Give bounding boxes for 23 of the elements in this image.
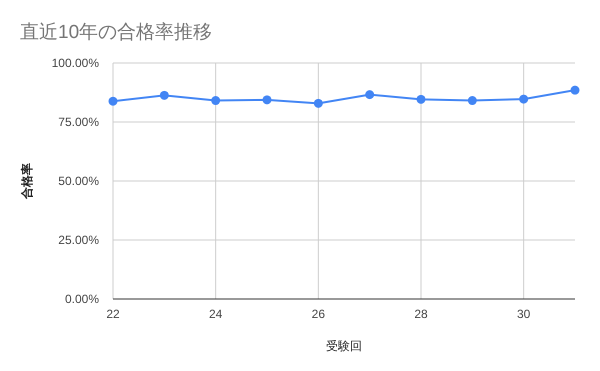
x-tick-label: 26 — [312, 307, 326, 321]
x-tick-label: 24 — [208, 307, 223, 321]
point — [108, 96, 118, 106]
x-tick-label: 22 — [106, 307, 120, 321]
y-tick-label: 50.00% — [58, 174, 100, 188]
point — [211, 96, 220, 106]
y-axis-title: 合格率 — [20, 163, 34, 200]
x-tick-label: 30 — [516, 307, 531, 321]
y-tick-label: 75.00% — [58, 115, 100, 129]
y-tick-label: 25.00% — [58, 233, 100, 247]
point — [262, 95, 272, 104]
point — [468, 96, 477, 106]
point — [519, 94, 528, 104]
point — [160, 90, 169, 100]
y-tick-label: 0.00% — [64, 292, 100, 306]
point — [570, 86, 580, 95]
x-axis-title: 受験回 — [326, 339, 362, 353]
point — [365, 90, 374, 100]
point — [314, 98, 323, 108]
y-tick-label: 100.00% — [52, 56, 100, 70]
chart-title: 直近10年の合格率推移 — [20, 21, 212, 43]
x-tick-label: 28 — [414, 307, 428, 321]
point — [416, 94, 426, 104]
